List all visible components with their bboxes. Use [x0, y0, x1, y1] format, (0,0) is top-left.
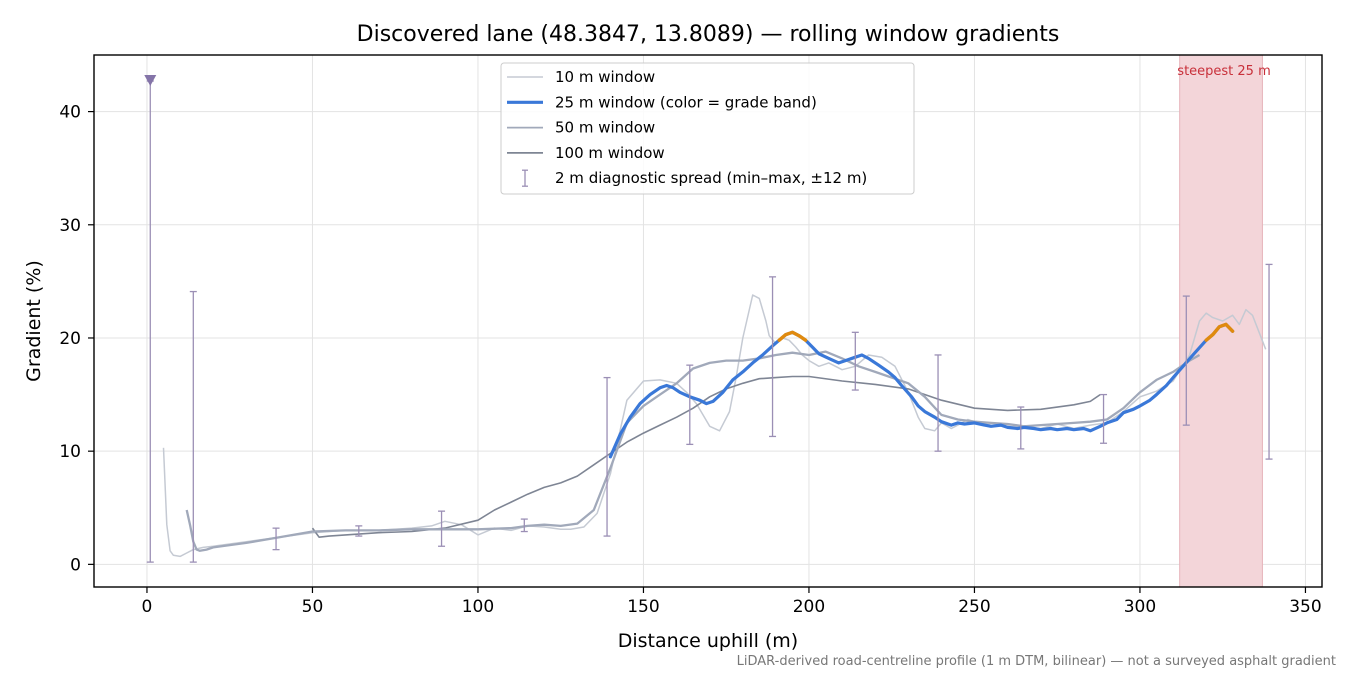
- y-axis-label: Gradient (%): [23, 260, 45, 382]
- y-tick-label: 20: [59, 329, 81, 349]
- series-25m-steep-segment: [777, 330, 808, 342]
- x-tick-label: 200: [793, 597, 825, 617]
- legend-label: 100 m window: [555, 144, 665, 162]
- marker-layer: [144, 75, 157, 87]
- x-tick-label: 300: [1124, 597, 1156, 617]
- legend-label: 50 m window: [555, 119, 655, 137]
- legend-label: 2 m diagnostic spread (min–max, ±12 m): [555, 169, 867, 187]
- legend-box: [500, 62, 915, 195]
- diagnostic-spread-layer: [146, 80, 1273, 563]
- y-tick-label: 40: [59, 103, 81, 123]
- x-tick-label: 100: [462, 597, 494, 617]
- outlier-marker-triangle: [144, 75, 157, 87]
- footnote: LiDAR-derived road-centreline profile (1…: [737, 654, 1336, 669]
- series-layer: [162, 294, 1267, 558]
- axis-ticks: 0 50 100 150 200 250 300 350 0 10 20 30 40: [59, 103, 1321, 617]
- y-tick-label: 10: [59, 442, 81, 462]
- x-tick-label: 0: [142, 597, 153, 617]
- x-tick-label: 50: [302, 597, 324, 617]
- x-tick-label: 150: [627, 597, 659, 617]
- series-25m-line: [608, 322, 1235, 459]
- series-100m-line: [311, 375, 1101, 539]
- series-25m-steep-segment: [1204, 322, 1235, 342]
- x-tick-label: 350: [1289, 597, 1321, 617]
- series-50m-line: [185, 350, 1201, 552]
- chart-title: Discovered lane (48.3847, 13.8089) — rol…: [357, 22, 1060, 47]
- y-tick-label: 0: [70, 555, 81, 575]
- x-tick-label: 250: [958, 597, 990, 617]
- legend-label: 10 m window: [555, 68, 655, 86]
- plot-area-frame: [93, 54, 1323, 588]
- steepest-highlight-label: steepest 25 m: [1177, 64, 1270, 79]
- x-axis-label: Distance uphill (m): [618, 630, 798, 652]
- y-tick-label: 30: [59, 216, 81, 236]
- legend: 10 m window 25 m window (color = grade ba…: [500, 62, 915, 195]
- legend-label: 25 m window (color = grade band): [555, 93, 817, 111]
